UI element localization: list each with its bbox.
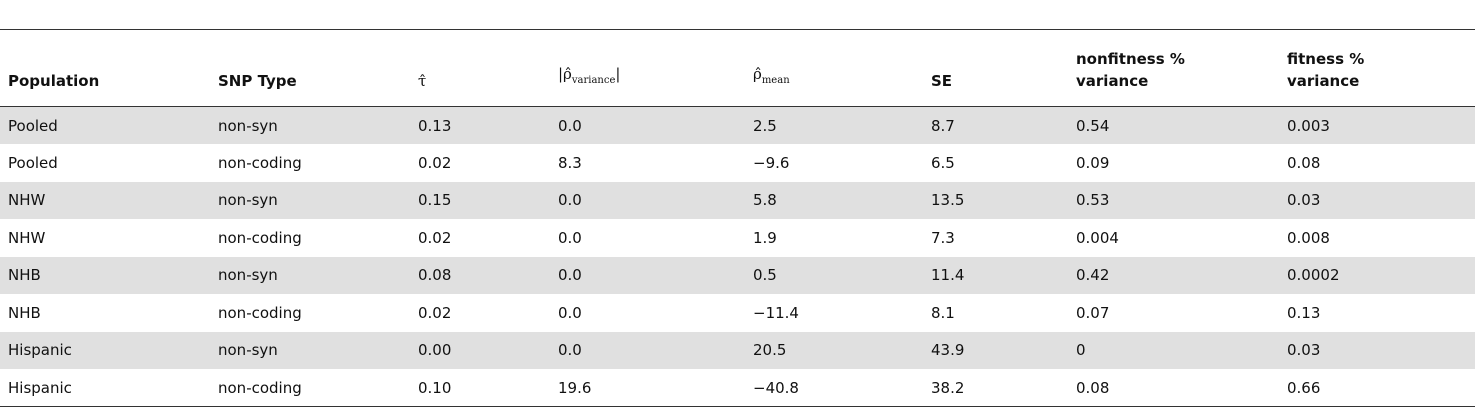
header-pre: |ρ̂ <box>558 65 572 83</box>
table-cell: 0.54 <box>1076 116 1110 135</box>
header-cell: Population <box>0 30 210 107</box>
table-cell: non-coding <box>218 303 302 322</box>
header-post: | <box>615 65 621 83</box>
table-cell: −11.4 <box>753 303 799 322</box>
header-text: fitness % variance <box>1287 50 1365 90</box>
table-cell: 0.02 <box>418 228 452 247</box>
table-cell: 2.5 <box>753 116 777 135</box>
header-cell: SE <box>923 30 1068 107</box>
table-cell: 0.0 <box>558 116 582 135</box>
table-cell: 0.02 <box>418 153 452 172</box>
table-cell: NHW <box>8 191 46 210</box>
table-cell: 0.02 <box>418 303 452 322</box>
table-cell: 0.0 <box>558 341 582 360</box>
table-cell: 0.08 <box>1076 378 1110 397</box>
header-text: Population <box>8 72 100 90</box>
table-cell: 0.5 <box>753 266 777 285</box>
table-cell: 0.0 <box>558 303 582 322</box>
header-text: nonfitness % variance <box>1076 50 1185 90</box>
table-cell: 8.1 <box>931 303 955 322</box>
table-cell: −40.8 <box>753 378 799 397</box>
table-row: Pooled non-syn 0.13 0.0 2.5 8.7 0.54 0.003 <box>0 106 1475 144</box>
table-row: Hispanic non-coding 0.10 19.6 −40.8 38.2 0.08 0… <box>0 369 1475 407</box>
table-cell: 5.8 <box>753 191 777 210</box>
table-row: Hispanic non-syn 0.00 0.0 20.5 43.9 0 0.03 <box>0 331 1475 369</box>
table-cell: 19.6 <box>558 378 592 397</box>
header-row: Population SNP Type τ̂ |ρ̂variance| ρ̂mean SE… <box>0 29 1475 107</box>
data-table: Population SNP Type τ̂ |ρ̂variance| ρ̂mean SE… <box>0 29 1475 407</box>
header-cell: τ̂ <box>410 30 550 107</box>
table-cell: −9.6 <box>753 153 790 172</box>
table-cell: 0.15 <box>418 191 452 210</box>
table-row: NHW non-coding 0.02 0.0 1.9 7.3 0.004 0.008 <box>0 219 1475 257</box>
table-cell: non-coding <box>218 228 302 247</box>
table-cell: 0.0 <box>558 191 582 210</box>
table-cell: non-syn <box>218 116 278 135</box>
header-cell: SNP Type <box>210 30 410 107</box>
table-cell: 0.66 <box>1287 378 1321 397</box>
table-cell: 8.3 <box>558 153 582 172</box>
table-cell: 0.08 <box>418 266 452 285</box>
table-cell: Pooled <box>8 116 58 135</box>
header-cell: fitness % variance <box>1279 30 1475 107</box>
table-cell: 0.003 <box>1287 116 1330 135</box>
header-pre: τ̂ <box>418 72 427 90</box>
header-text: SE <box>931 72 953 90</box>
header-sub: mean <box>761 75 790 86</box>
table-cell: 0.03 <box>1287 191 1321 210</box>
table-cell: 38.2 <box>931 378 965 397</box>
table-row: NHB non-syn 0.08 0.0 0.5 11.4 0.42 0.0002 <box>0 256 1475 294</box>
table-cell: 20.5 <box>753 341 787 360</box>
table-cell: non-syn <box>218 191 278 210</box>
table-cell: 0.13 <box>418 116 452 135</box>
table-cell: non-syn <box>218 266 278 285</box>
table-cell: 0.53 <box>1076 191 1110 210</box>
table-cell: 0.004 <box>1076 228 1119 247</box>
table-row: NHW non-syn 0.15 0.0 5.8 13.5 0.53 0.03 <box>0 181 1475 219</box>
header-sub: variance <box>571 75 616 86</box>
table-cell: 0.42 <box>1076 266 1110 285</box>
table-cell: Hispanic <box>8 341 72 360</box>
table-cell: non-coding <box>218 153 302 172</box>
table-cell: 0.13 <box>1287 303 1321 322</box>
table-cell: 0.10 <box>418 378 452 397</box>
table-cell: 0.03 <box>1287 341 1321 360</box>
table-cell: NHW <box>8 228 46 247</box>
table-cell: 0.08 <box>1287 153 1321 172</box>
table-cell: non-syn <box>218 341 278 360</box>
header-cell: ρ̂mean <box>745 30 923 107</box>
table-cell: Pooled <box>8 153 58 172</box>
table-cell: non-coding <box>218 378 302 397</box>
table-cell: 0.07 <box>1076 303 1110 322</box>
table-cell: 11.4 <box>931 266 965 285</box>
table-cell: 0.0 <box>558 228 582 247</box>
table-cell: Hispanic <box>8 378 72 397</box>
table-row: Pooled non-coding 0.02 8.3 −9.6 6.5 0.09 0.08 <box>0 144 1475 182</box>
table-cell: NHB <box>8 303 41 322</box>
table-cell: 1.9 <box>753 228 777 247</box>
table-cell: 0.09 <box>1076 153 1110 172</box>
table-cell: 43.9 <box>931 341 965 360</box>
header-text: SNP Type <box>218 72 297 90</box>
table-cell: 0.0002 <box>1287 266 1340 285</box>
table-cell: 8.7 <box>931 116 955 135</box>
header-cell: |ρ̂variance| <box>550 30 745 107</box>
table-row: NHB non-coding 0.02 0.0 −11.4 8.1 0.07 0.13 <box>0 294 1475 332</box>
table-cell: 0.00 <box>418 341 452 360</box>
header-pre: ρ̂ <box>753 65 762 83</box>
table-cell: 13.5 <box>931 191 965 210</box>
header-cell: nonfitness % variance <box>1068 30 1279 107</box>
table-cell: NHB <box>8 266 41 285</box>
table-body: Pooled non-syn 0.13 0.0 2.5 8.7 0.54 0.003 Poole… <box>0 106 1475 407</box>
table-cell: 0 <box>1076 341 1086 360</box>
table-cell: 7.3 <box>931 228 955 247</box>
table-cell: 6.5 <box>931 153 955 172</box>
table-cell: 0.0 <box>558 266 582 285</box>
table-cell: 0.008 <box>1287 228 1330 247</box>
